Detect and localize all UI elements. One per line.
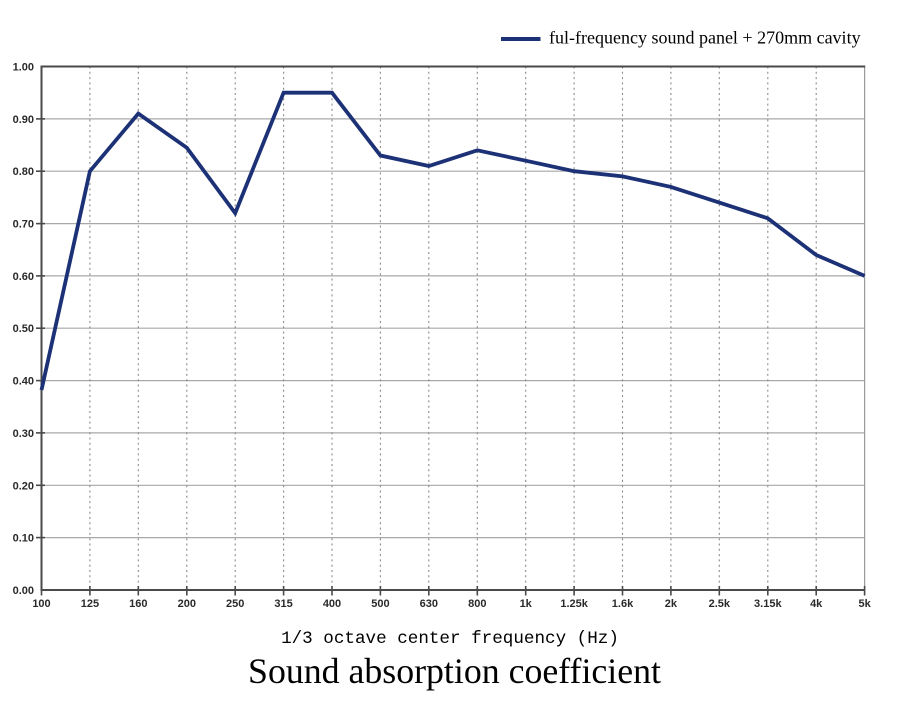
svg-text:Sound absorption coefficient: Sound absorption coefficient bbox=[248, 651, 661, 691]
svg-text:1.6k: 1.6k bbox=[612, 598, 634, 610]
svg-text:630: 630 bbox=[420, 598, 438, 610]
svg-text:0.70: 0.70 bbox=[13, 219, 34, 231]
svg-text:0.20: 0.20 bbox=[13, 480, 34, 492]
svg-text:0.40: 0.40 bbox=[13, 376, 34, 388]
svg-text:0.60: 0.60 bbox=[13, 271, 34, 283]
svg-text:800: 800 bbox=[468, 598, 486, 610]
svg-text:160: 160 bbox=[129, 598, 147, 610]
svg-text:0.50: 0.50 bbox=[13, 323, 34, 335]
svg-text:3.15k: 3.15k bbox=[754, 598, 782, 610]
svg-text:0.30: 0.30 bbox=[13, 428, 34, 440]
svg-text:200: 200 bbox=[178, 598, 196, 610]
svg-text:100: 100 bbox=[32, 598, 50, 610]
svg-text:0.90: 0.90 bbox=[13, 114, 34, 126]
svg-text:1/3 octave center frequency (H: 1/3 octave center frequency (Hz) bbox=[281, 629, 619, 649]
svg-text:500: 500 bbox=[371, 598, 389, 610]
svg-text:0.10: 0.10 bbox=[13, 533, 34, 545]
svg-text:125: 125 bbox=[81, 598, 99, 610]
svg-text:1k: 1k bbox=[520, 598, 533, 610]
svg-text:0.80: 0.80 bbox=[13, 166, 34, 178]
svg-text:400: 400 bbox=[323, 598, 341, 610]
svg-text:5k: 5k bbox=[858, 598, 871, 610]
svg-text:1.25k: 1.25k bbox=[560, 598, 588, 610]
svg-text:4k: 4k bbox=[810, 598, 823, 610]
svg-text:250: 250 bbox=[226, 598, 244, 610]
svg-text:315: 315 bbox=[274, 598, 292, 610]
svg-text:1.00: 1.00 bbox=[13, 62, 34, 74]
svg-text:0.00: 0.00 bbox=[13, 585, 34, 597]
svg-text:2k: 2k bbox=[665, 598, 678, 610]
svg-text:2.5k: 2.5k bbox=[709, 598, 731, 610]
svg-text:ful-frequency sound panel + 27: ful-frequency sound panel + 270mm cavity bbox=[549, 28, 861, 48]
